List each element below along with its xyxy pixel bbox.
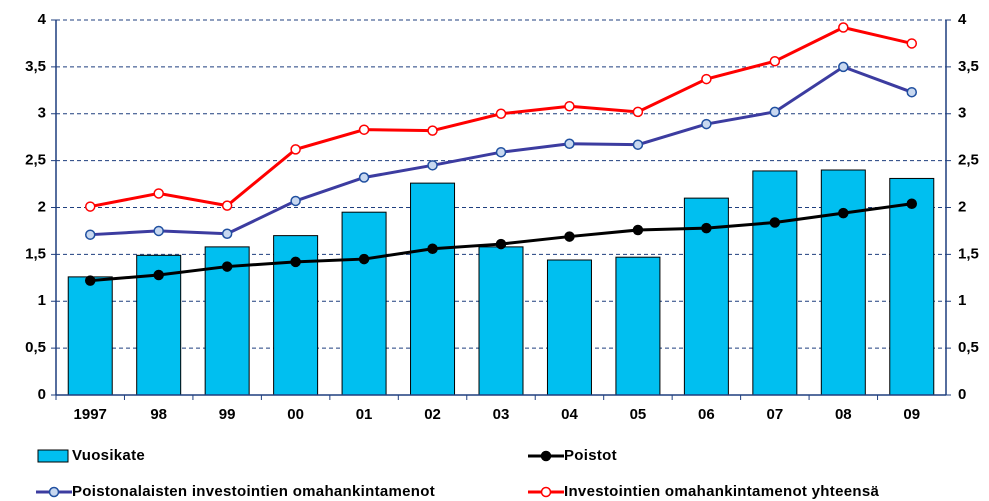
bar	[478, 246, 524, 396]
marker	[838, 22, 849, 33]
marker	[564, 101, 575, 112]
marker	[84, 275, 96, 286]
marker	[221, 228, 233, 239]
legend-marker	[48, 486, 60, 498]
marker	[906, 86, 918, 98]
marker	[84, 229, 96, 240]
marker	[838, 61, 849, 73]
marker	[84, 201, 96, 212]
bar	[820, 169, 866, 396]
bar	[752, 170, 798, 396]
marker	[495, 238, 507, 250]
legend-label: Investointien omahankintamenot yhteensä	[564, 483, 879, 500]
marker	[769, 56, 781, 67]
legend-marker	[540, 486, 552, 498]
marker	[564, 138, 575, 149]
x-tick-label: 03	[493, 406, 510, 423]
bar	[546, 259, 592, 396]
x-tick-label: 08	[835, 406, 852, 423]
marker	[632, 224, 644, 236]
marker	[290, 256, 301, 268]
marker	[153, 225, 164, 237]
y-tick-label: 1,5	[25, 245, 46, 262]
marker	[290, 195, 301, 207]
marker	[153, 269, 164, 281]
marker	[632, 106, 644, 118]
y-tick-label: 2,5	[25, 152, 46, 169]
marker	[838, 207, 849, 219]
marker	[495, 146, 507, 158]
marker	[427, 160, 438, 171]
y2-tick-label: 1	[958, 292, 966, 309]
y-tick-label: 1	[38, 292, 46, 309]
bar	[615, 256, 661, 396]
legend-label: Poistot	[564, 447, 617, 464]
marker	[701, 222, 712, 234]
x-tick-label: 01	[356, 406, 373, 423]
y-tick-label: 3	[38, 105, 46, 122]
x-tick-label: 09	[903, 406, 920, 423]
marker	[290, 144, 301, 155]
y-tick-label: 0	[38, 386, 46, 403]
marker	[906, 38, 918, 49]
marker	[358, 172, 370, 183]
y2-tick-label: 0,5	[958, 339, 979, 356]
y2-tick-label: 2,5	[958, 152, 979, 169]
y2-tick-label: 2	[958, 198, 966, 215]
marker	[495, 108, 507, 119]
marker	[427, 243, 438, 254]
y2-tick-label: 3,5	[958, 58, 979, 75]
marker	[358, 124, 370, 135]
x-tick-label: 99	[219, 406, 236, 423]
y2-tick-label: 3	[958, 105, 966, 122]
marker	[769, 217, 781, 228]
legend-label: Poistonalaisten investointien omahankint…	[72, 483, 435, 500]
marker	[427, 125, 438, 136]
y-tick-label: 4	[38, 11, 47, 28]
x-tick-label: 06	[698, 406, 715, 423]
y2-tick-label: 1,5	[958, 245, 979, 262]
bar	[889, 177, 935, 396]
y-tick-label: 2	[38, 198, 46, 215]
legend-marker	[540, 450, 552, 462]
y-tick-label: 0,5	[25, 339, 46, 356]
bar	[410, 182, 456, 396]
x-tick-label: 02	[424, 406, 441, 423]
marker	[221, 261, 233, 272]
x-tick-label: 1997	[74, 406, 107, 423]
legend-label: Vuosikate	[72, 447, 145, 464]
marker	[632, 139, 644, 150]
marker	[358, 253, 370, 265]
y2-tick-label: 0	[958, 386, 966, 403]
marker	[701, 118, 712, 130]
legend-swatch	[37, 449, 69, 463]
x-tick-label: 07	[767, 406, 784, 423]
x-tick-label: 00	[287, 406, 304, 423]
x-tick-label: 04	[561, 406, 578, 423]
marker	[906, 198, 918, 209]
bar	[67, 276, 113, 396]
y-tick-label: 3,5	[25, 58, 46, 75]
bar	[341, 211, 387, 396]
marker	[153, 188, 164, 199]
marker	[564, 231, 575, 242]
marker	[769, 106, 781, 118]
x-tick-label: 98	[150, 406, 167, 423]
y2-tick-label: 4	[958, 11, 967, 28]
marker	[221, 200, 233, 211]
marker	[701, 73, 712, 85]
x-tick-label: 05	[630, 406, 647, 423]
